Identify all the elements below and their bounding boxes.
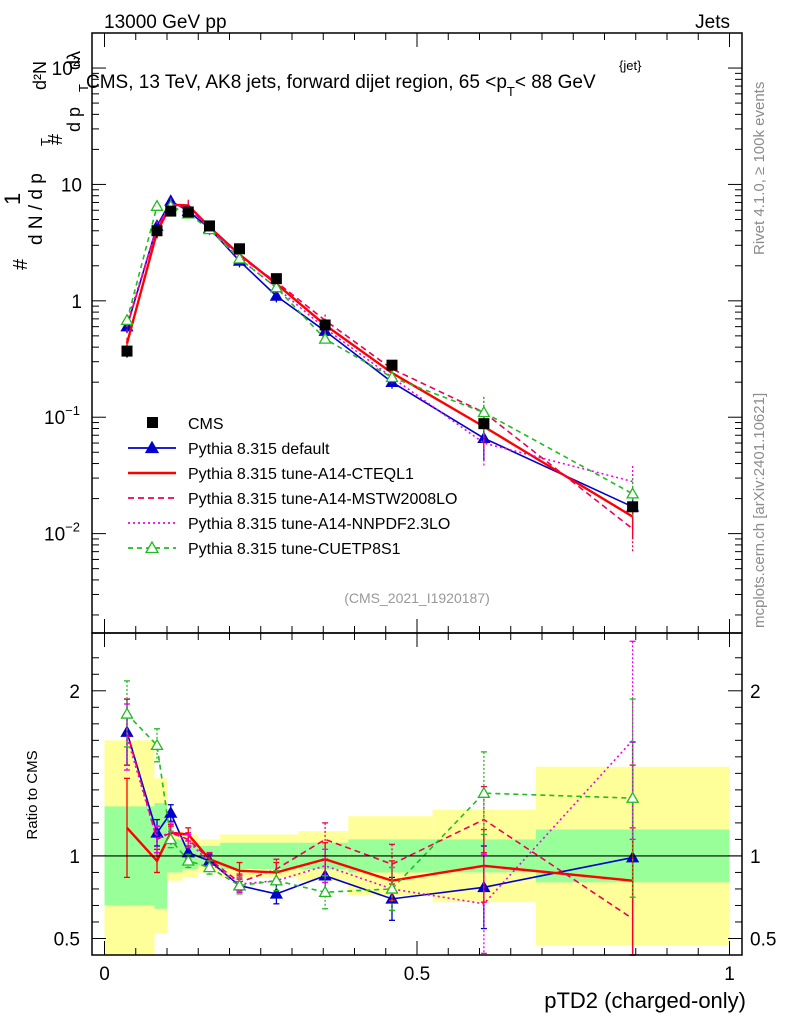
ylabel-dn-dpt: d N / d p [26,173,47,245]
legend-label: Pythia 8.315 tune-A14-CTEQL1 [188,466,414,483]
series-point-ratio [477,786,491,798]
series-point-main [269,280,283,293]
series-point-main [232,251,247,264]
data-point [165,205,177,217]
data-point [270,273,282,285]
series-point-ratio [269,887,283,899]
mcplots-label: mcplots.cern.ch [arXiv:2401.10621] [751,393,768,628]
plot-title-sup: {jet} [619,58,642,73]
data-point [151,225,163,237]
ylabel-t-sub-1: T [38,138,53,146]
series-point-main [385,370,399,383]
x-tick-label: 0 [99,964,110,985]
x-tick-label: 1 [724,964,735,985]
legend-label-cms: CMS [188,416,224,433]
data-point [319,319,331,331]
series-point-ratio [232,878,247,891]
ylabel-t-sub-2: T [76,84,91,92]
data-point [204,220,215,232]
series-point-ratio [626,791,640,803]
xlabel: pTD2 (charged-only) [544,988,746,1013]
data-point [386,359,398,371]
series-point-ratio [318,885,332,898]
series-point-main [150,199,164,211]
analysis-tag: (CMS_2021_I1920187) [344,590,490,606]
plot-title-end: < 88 GeV [515,72,596,93]
ratio-y-tick-label-left: 0.5 [54,929,80,950]
series-point-ratio [164,806,178,818]
main-y-tick-label: 10−1 [44,403,80,429]
ratio-y-tick-label-left: 2 [69,682,80,703]
ylabel-hash-1: # [10,258,32,270]
rivet-label: Rivet 4.1.0, ≥ 100k events [751,82,768,255]
series-point-ratio [181,854,195,866]
legend-marker [144,440,160,454]
ylabel-dpt-dlambda: d p [64,107,84,132]
series-point-main [269,289,283,301]
ratio-y-tick-label-left: 1 [69,847,80,868]
ratio-y-tick-label-right: 2 [750,682,761,703]
plot-title-main: CMS, 13 TeV, AK8 jets, forward dijet reg… [86,72,507,93]
data-point [234,243,245,255]
main-y-tick-label: 1 [71,292,82,313]
main-ylabel: # 1 d N / d p T # d²N d p T dλ [0,51,91,270]
main-y-tick-label: 10−2 [44,520,80,546]
series-point-main [318,332,332,344]
series-point-ratio [202,860,217,873]
series-point-ratio [120,707,134,719]
header-right-label: Jets [695,12,730,33]
ratio-ylabel: Ratio to CMS [24,750,41,839]
ylabel-d2n: d²N [30,61,50,90]
data-point [478,418,490,430]
main-panel-plot [120,194,640,552]
series-point-ratio [150,738,164,751]
legend: CMS Pythia 8.315 default Pythia 8.315 tune… [128,416,457,558]
series-point-main [120,313,134,326]
data-point [121,345,133,357]
plot-title-sub: T [507,84,515,99]
legend-label: Pythia 8.315 tune-A14-MSTW2008LO [188,491,457,508]
header-left-label: 13000 GeV pp [104,12,227,33]
ylabel-hash-2: # [45,133,67,145]
ylabel-dlambda: dλ [64,51,84,70]
panel-frames: 0 0.5 1 10−2 10−1 1 10 102 0.5 0.5 1 1 2 2 [44,32,776,985]
ratio-y-tick-label-right: 0.5 [750,929,776,950]
legend-label: Pythia 8.315 default [188,441,330,458]
series-point-main [477,405,491,418]
series-point-main [626,486,640,499]
x-tick-label: 0.5 [404,964,430,985]
ratio-panel-plot [120,640,640,956]
legend-marker-cms [147,417,158,428]
legend-marker [144,540,160,554]
main-y-tick-label: 10 [61,175,82,196]
ylabel-one: 1 [0,193,25,205]
series-line-main [126,199,633,508]
data-point [182,206,194,218]
series-point-ratio [269,873,283,886]
legend-label: Pythia 8.315 tune-A14-NNPDF2.3LO [188,516,450,533]
main-y-tick-label: 102 [52,54,80,80]
plot-title: CMS, 13 TeV, AK8 jets, forward dijet reg… [86,72,596,99]
legend-label: Pythia 8.315 tune-CUETP8S1 [188,541,401,558]
data-point [627,501,639,513]
series-point-ratio [385,882,399,894]
series-line-main [126,203,633,483]
ratio-y-tick-label-right: 1 [750,847,761,868]
series-point-ratio [164,832,178,845]
